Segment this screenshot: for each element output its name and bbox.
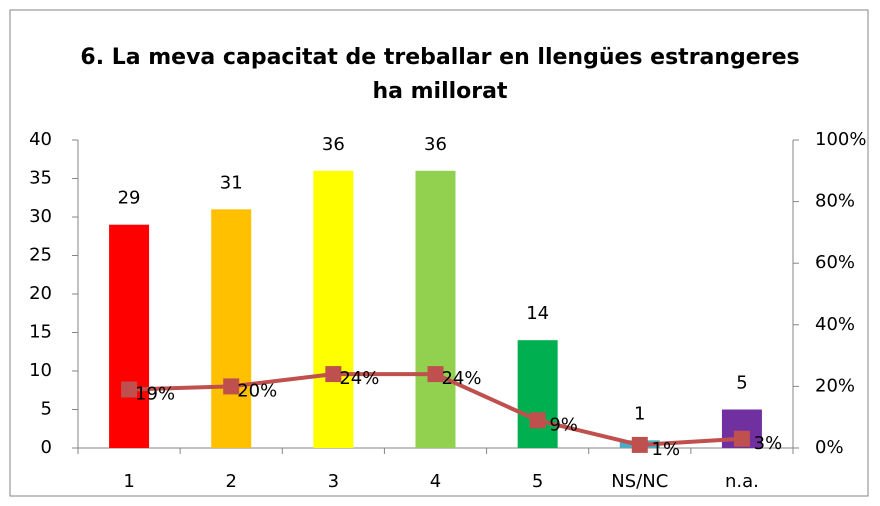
bar-value-label: 14 <box>526 303 549 324</box>
bar-value-label: 1 <box>634 403 645 424</box>
line-value-label: 20% <box>237 380 277 401</box>
y2-tick-label: 60% <box>815 252 855 273</box>
x-tick-label: NS/NC <box>611 471 668 492</box>
chart-title: 6. La meva capacitat de treballar en lle… <box>80 45 799 70</box>
bar <box>109 224 150 448</box>
y-tick-label: 30 <box>29 206 52 227</box>
line-marker <box>427 366 444 383</box>
y-tick-label: 25 <box>29 245 52 266</box>
y2-tick-label: 100% <box>815 129 866 150</box>
bar-value-label: 29 <box>118 188 141 209</box>
line-value-label: 1% <box>652 439 681 460</box>
bar <box>313 170 354 449</box>
y2-tick-label: 40% <box>815 314 855 335</box>
bar <box>211 209 252 448</box>
y-tick-label: 10 <box>29 360 52 381</box>
x-tick-label: 1 <box>123 471 134 492</box>
y2-tick-label: 0% <box>815 437 844 458</box>
bar-value-label: 5 <box>736 373 747 394</box>
x-tick-label: 5 <box>532 471 543 492</box>
y-tick-label: 40 <box>29 129 52 150</box>
line-marker <box>733 430 750 447</box>
y-tick-label: 5 <box>41 399 52 420</box>
bar-value-label: 36 <box>424 134 447 155</box>
line-value-label: 3% <box>754 433 783 454</box>
bar-value-label: 31 <box>220 172 243 193</box>
line-value-label: 19% <box>135 383 175 404</box>
line-value-label: 24% <box>339 368 379 389</box>
y-tick-label: 20 <box>29 283 52 304</box>
x-tick-label: n.a. <box>725 471 759 492</box>
line-marker <box>529 412 546 429</box>
x-tick-label: 4 <box>430 471 441 492</box>
line-marker <box>121 381 138 398</box>
y2-tick-label: 80% <box>815 191 855 212</box>
line-marker <box>631 436 648 453</box>
y-tick-label: 35 <box>29 168 52 189</box>
chart-title: ha millorat <box>372 79 508 104</box>
x-tick-label: 3 <box>328 471 339 492</box>
bar <box>415 170 456 449</box>
bar <box>517 340 558 448</box>
bar-value-label: 36 <box>322 134 345 155</box>
y-tick-label: 0 <box>41 437 52 458</box>
line-value-label: 9% <box>549 414 578 435</box>
y-tick-label: 15 <box>29 322 52 343</box>
line-marker <box>223 378 240 395</box>
line-value-label: 24% <box>441 368 481 389</box>
line-marker <box>325 366 342 383</box>
y2-tick-label: 20% <box>815 375 855 396</box>
x-tick-label: 2 <box>225 471 236 492</box>
